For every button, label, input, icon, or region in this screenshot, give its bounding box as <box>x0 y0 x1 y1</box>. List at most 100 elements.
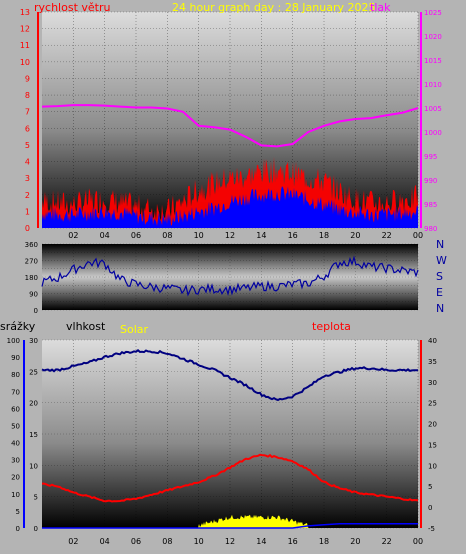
x-tick-label: 20 <box>350 231 360 240</box>
compass-label: N <box>436 238 444 251</box>
x-axis-hours-bottom: 02 04 06 08 10 12 14 16 18 20 22 00 <box>68 537 423 546</box>
left-axis-degrees: 0 90 180 270 360 <box>25 241 38 315</box>
temperature-tick-label: 20 <box>428 421 437 429</box>
x-tick-label: 14 <box>256 231 266 240</box>
humidity-tick-label: 10 <box>29 462 38 470</box>
rain-tick-label: 20 <box>11 474 20 482</box>
wind-tick-label: 0 <box>25 224 30 233</box>
wind-tick-label: 8 <box>25 91 30 100</box>
wind-tick-label: 4 <box>25 158 30 167</box>
rain-tick-label: 100 <box>7 337 20 345</box>
wind-tick-label: 10 <box>20 58 30 67</box>
solar-series <box>42 514 418 528</box>
chart-title: 24 hour graph day : 28 January 2025 <box>172 1 376 14</box>
x-tick-label: 04 <box>100 537 110 546</box>
humidity-series <box>41 349 419 402</box>
temperature-axis: -5 0 5 10 15 20 25 30 35 40 <box>420 337 437 533</box>
x-tick-label: 10 <box>194 231 204 240</box>
x-tick-label: 12 <box>225 537 235 546</box>
compass-label: N <box>436 302 444 315</box>
x-tick-label: 06 <box>131 537 141 546</box>
wind-tick-label: 12 <box>20 25 30 34</box>
series-wind <box>41 104 419 228</box>
pressure-tick-label: 980 <box>424 225 437 233</box>
wind-tick-label: 11 <box>20 41 30 50</box>
rain-tick-label: 5 <box>16 508 20 516</box>
rain-series <box>42 523 418 529</box>
pressure-tick-label: 995 <box>424 153 437 161</box>
temperature-tick-label: 15 <box>428 441 437 449</box>
rain-tick-label: 10 <box>11 491 20 499</box>
humidity-tick-label: 20 <box>29 400 38 408</box>
temperature-tick-label: 0 <box>428 504 432 512</box>
temperature-series <box>42 453 419 503</box>
rain-tick-label: 70 <box>11 388 20 396</box>
pressure-tick-label: 1005 <box>424 105 442 113</box>
grid-direction <box>42 243 419 311</box>
wind-tick-label: 5 <box>25 141 30 150</box>
pressure-series <box>41 104 419 148</box>
temperature-tick-label: 5 <box>428 483 432 491</box>
rain-axis-label: srážky <box>0 320 36 333</box>
x-tick-label: 16 <box>288 537 298 546</box>
humidity-tick-label: 25 <box>29 368 38 376</box>
humidity-tick-label: 5 <box>34 494 38 502</box>
x-tick-label: 18 <box>319 537 329 546</box>
rain-tick-label: 0 <box>16 525 20 533</box>
pressure-axis-label: tlak <box>370 1 391 14</box>
x-tick-label: 18 <box>319 231 329 240</box>
direction-tick-label: 180 <box>25 274 38 282</box>
temperature-tick-label: -5 <box>428 525 435 533</box>
x-tick-label: 14 <box>256 537 266 546</box>
x-tick-label: 22 <box>382 537 392 546</box>
rain-tick-label: 40 <box>11 440 20 448</box>
pressure-tick-label: 1020 <box>424 33 442 41</box>
x-tick-label: 16 <box>288 231 298 240</box>
series-direction <box>41 255 419 297</box>
x-tick-label: 02 <box>68 231 78 240</box>
wind-speed-series <box>42 186 418 228</box>
x-tick-label: 22 <box>382 231 392 240</box>
pressure-tick-label: 1025 <box>424 9 442 17</box>
x-tick-label: 02 <box>68 537 78 546</box>
x-tick-label: 04 <box>100 231 110 240</box>
temperature-tick-label: 25 <box>428 400 437 408</box>
wind-tick-label: 13 <box>20 8 30 17</box>
panel-rain-humidity-temp: 0 5 10 20 30 40 5 06 0 70 80 90 100 0 5 10 15 20 25 30 -5 0… <box>0 320 437 546</box>
direction-tick-label: 360 <box>25 241 38 249</box>
rain-tick-label: 80 <box>11 371 20 379</box>
series-humidity <box>41 349 419 529</box>
rain-tick-label: 50 <box>11 422 20 430</box>
wind-tick-label: 6 <box>25 124 30 133</box>
x-tick-label: 00 <box>413 231 423 240</box>
pressure-tick-label: 1015 <box>424 57 442 65</box>
temperature-tick-label: 40 <box>428 337 437 345</box>
rain-tick-label: 30 <box>11 457 20 465</box>
x-axis-hours-top: 02 04 06 08 10 12 14 16 18 20 22 00 <box>68 231 423 240</box>
wind-tick-label: 2 <box>25 191 30 200</box>
pressure-tick-label: 1010 <box>424 81 442 89</box>
wind-tick-label: 1 <box>25 207 30 216</box>
x-tick-label: 08 <box>162 537 172 546</box>
direction-tick-label: 270 <box>25 258 38 266</box>
temperature-axis-label: teplota <box>312 320 351 333</box>
rain-tick-label: 90 <box>11 354 20 362</box>
compass-label: E <box>436 286 443 299</box>
x-tick-label: 00 <box>413 537 423 546</box>
right-axis-pressure: 980 985 990 995 1000 1005 1010 1015 1020 1025 <box>420 9 442 233</box>
temperature-tick-label: 30 <box>428 379 437 387</box>
humidity-tick-label: 0 <box>34 525 38 533</box>
x-tick-label: 10 <box>194 537 204 546</box>
humidity-tick-label: 30 <box>29 337 38 345</box>
temperature-tick-label: 35 <box>428 358 437 366</box>
direction-series <box>41 255 419 297</box>
humidity-axis: 0 5 10 15 20 25 30 <box>29 337 38 533</box>
wind-tick-label: 3 <box>25 174 30 183</box>
wind-tick-label: 7 <box>25 108 30 117</box>
wind-axis-label: rychlost větru <box>34 1 110 14</box>
